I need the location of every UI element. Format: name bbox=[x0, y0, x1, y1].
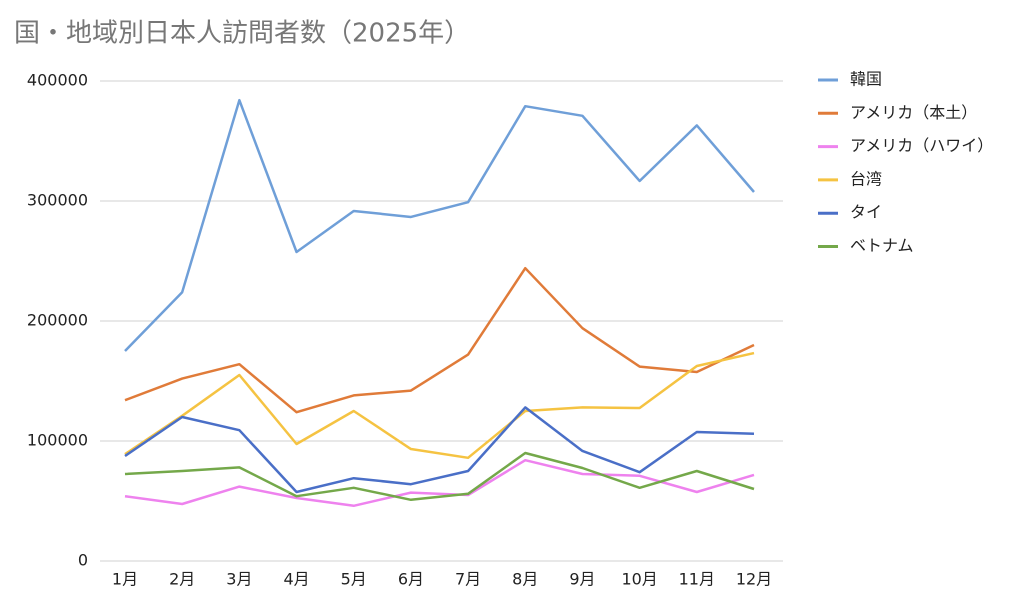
legend-label: アメリカ（ハワイ） bbox=[850, 136, 993, 155]
x-tick-label: 1月 bbox=[112, 570, 138, 589]
x-tick-label: 9月 bbox=[569, 570, 595, 589]
legend-label: ベトナム bbox=[850, 236, 914, 255]
x-tick-label: 11月 bbox=[679, 570, 715, 589]
chart-title: 国・地域別日本人訪問者数（2025年） bbox=[14, 19, 470, 49]
x-tick-label: 12月 bbox=[736, 570, 772, 589]
x-tick-label: 5月 bbox=[341, 570, 367, 589]
legend-label: 韓国 bbox=[850, 70, 882, 89]
line-series bbox=[124, 266, 755, 414]
y-tick-label: 0 bbox=[78, 551, 88, 570]
x-tick-label: 3月 bbox=[226, 570, 252, 589]
x-tick-label: 8月 bbox=[512, 570, 538, 589]
legend-label: タイ bbox=[850, 203, 882, 222]
y-tick-label: 100000 bbox=[27, 431, 88, 450]
line-series bbox=[124, 351, 755, 460]
x-tick-label: 7月 bbox=[455, 570, 481, 589]
x-tick-label: 10月 bbox=[621, 570, 657, 589]
x-tick-label: 6月 bbox=[398, 570, 424, 589]
x-tick-label: 4月 bbox=[283, 570, 309, 589]
y-tick-label: 400000 bbox=[27, 71, 88, 90]
line-series bbox=[124, 451, 755, 502]
legend-label: 台湾 bbox=[850, 169, 882, 188]
line-series bbox=[124, 458, 755, 508]
line-series bbox=[124, 98, 755, 352]
line-series bbox=[124, 406, 755, 494]
x-tick-label: 2月 bbox=[169, 570, 195, 589]
y-tick-label: 300000 bbox=[27, 191, 88, 210]
legend-label: アメリカ（本土） bbox=[850, 103, 977, 122]
y-tick-label: 200000 bbox=[27, 311, 88, 330]
